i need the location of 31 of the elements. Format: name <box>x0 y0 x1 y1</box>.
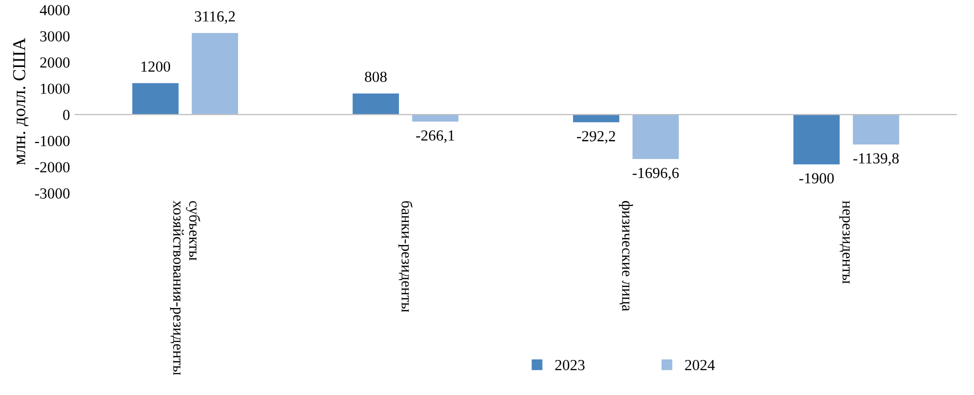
bar <box>852 114 900 144</box>
x-tick-label: субъекты хозяйствования-резиденты <box>170 200 200 376</box>
y-tick-label: 4000 <box>40 5 70 16</box>
data-label: -292,2 <box>577 131 616 144</box>
y-axis-title: млн. долл. США <box>13 38 29 165</box>
bar <box>192 33 238 115</box>
legend-label: 2024 <box>685 360 715 370</box>
data-label: 808 <box>364 72 387 82</box>
y-tick-label: 3000 <box>40 31 70 42</box>
x-tick-label: нерезиденты <box>839 200 850 284</box>
y-tick-label: -3000 <box>35 188 70 199</box>
x-tick-label: банки-резиденты <box>398 201 413 312</box>
y-tick-label: 1000 <box>40 84 70 94</box>
y-tick-label: 2000 <box>40 57 70 68</box>
data-label: 1200 <box>142 61 170 72</box>
x-tick-label: физические лица <box>618 201 633 312</box>
data-label: 3116,2 <box>194 11 235 24</box>
legend-label: 2023 <box>555 360 585 370</box>
bar <box>412 114 458 122</box>
data-label: -266,1 <box>416 130 454 143</box>
bar <box>132 83 179 115</box>
y-tick-label: -2000 <box>35 162 70 172</box>
y-tick-label: 0 <box>63 110 70 120</box>
bar <box>793 114 840 164</box>
data-label: -1696,6 <box>632 168 679 180</box>
data-label: -1139,8 <box>853 153 899 166</box>
data-label: -1900 <box>799 173 834 184</box>
bar <box>632 114 679 160</box>
y-tick-label: -1000 <box>35 136 70 146</box>
bar <box>573 114 620 122</box>
bar <box>352 93 399 115</box>
